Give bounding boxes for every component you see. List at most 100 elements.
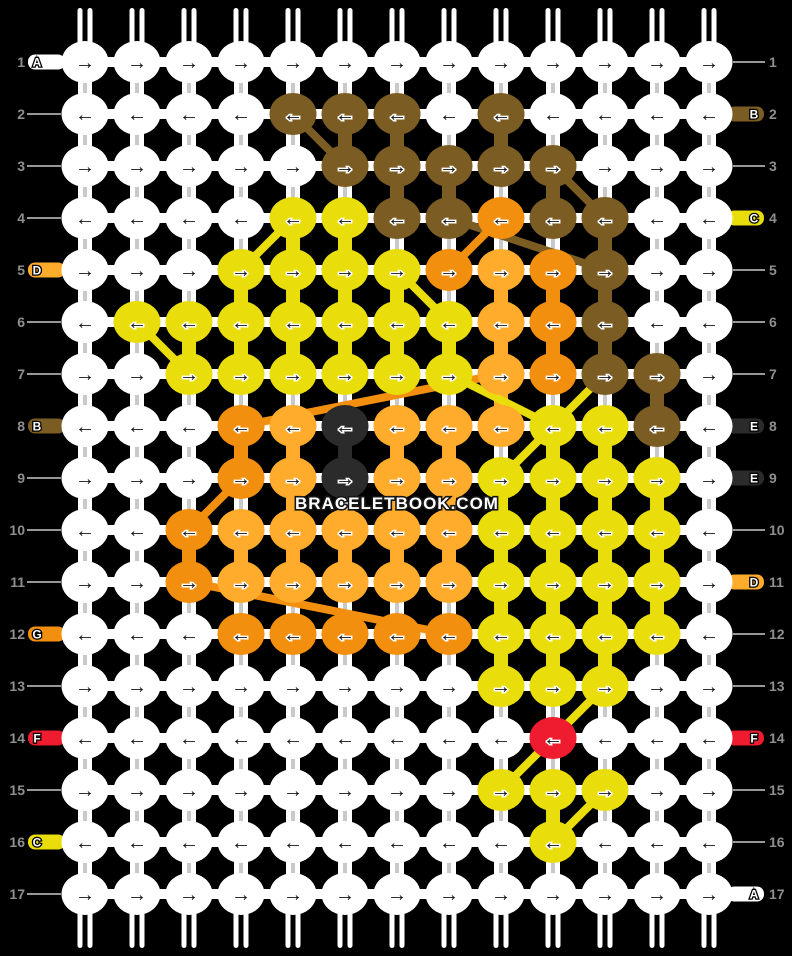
knot-r5-c2[interactable] [113,249,161,291]
knot-r7-c7[interactable] [373,353,421,395]
knot-r15-c8[interactable] [425,769,473,811]
knot-r16-c9[interactable] [477,821,525,863]
knot-r12-c10[interactable] [529,613,577,655]
knot-r15-c3[interactable] [165,769,213,811]
knot-r6-c7[interactable] [373,301,421,343]
knot-r17-c3[interactable] [165,873,213,915]
knot-r3-c10[interactable] [529,145,577,187]
knot-r13-c2[interactable] [113,665,161,707]
knot-r16-c8[interactable] [425,821,473,863]
knot-r4-c11[interactable] [581,197,629,239]
knot-r9-c12[interactable] [633,457,681,499]
knot-r3-c7[interactable] [373,145,421,187]
knot-r9-c7[interactable] [373,457,421,499]
knot-r7-c5[interactable] [269,353,317,395]
knot-r1-c6[interactable] [321,41,369,83]
knot-r17-c1[interactable] [61,873,109,915]
knot-r14-c12[interactable] [633,717,681,759]
knot-r5-c10[interactable] [529,249,577,291]
knot-r6-c11[interactable] [581,301,629,343]
knot-r15-c2[interactable] [113,769,161,811]
knot-r7-c6[interactable] [321,353,369,395]
knot-r8-c10[interactable] [529,405,577,447]
knot-r1-c2[interactable] [113,41,161,83]
knot-r9-c6[interactable] [321,457,369,499]
knot-r12-c11[interactable] [581,613,629,655]
knot-r10-c4[interactable] [217,509,265,551]
knot-r10-c13[interactable] [685,509,733,551]
knot-r12-c4[interactable] [217,613,265,655]
knot-r3-c6[interactable] [321,145,369,187]
knot-r11-c2[interactable] [113,561,161,603]
knot-r4-c4[interactable] [217,197,265,239]
knot-r5-c6[interactable] [321,249,369,291]
knot-r3-c5[interactable] [269,145,317,187]
knot-r13-c9[interactable] [477,665,525,707]
knot-r7-c9[interactable] [477,353,525,395]
knot-r4-c2[interactable] [113,197,161,239]
knot-r17-c7[interactable] [373,873,421,915]
knot-r11-c1[interactable] [61,561,109,603]
knot-r10-c12[interactable] [633,509,681,551]
knot-r6-c8[interactable] [425,301,473,343]
knot-r9-c4[interactable] [217,457,265,499]
knot-r12-c12[interactable] [633,613,681,655]
knot-r14-c11[interactable] [581,717,629,759]
knot-r10-c11[interactable] [581,509,629,551]
knot-r5-c3[interactable] [165,249,213,291]
knot-r10-c10[interactable] [529,509,577,551]
knot-r10-c5[interactable] [269,509,317,551]
knot-r1-c10[interactable] [529,41,577,83]
knot-r8-c3[interactable] [165,405,213,447]
knot-r15-c4[interactable] [217,769,265,811]
knot-r5-c13[interactable] [685,249,733,291]
knot-r11-c13[interactable] [685,561,733,603]
knot-r17-c8[interactable] [425,873,473,915]
knot-r14-c3[interactable] [165,717,213,759]
knot-r8-c7[interactable] [373,405,421,447]
knot-r9-c2[interactable] [113,457,161,499]
knot-r15-c12[interactable] [633,769,681,811]
knot-r14-c6[interactable] [321,717,369,759]
knot-r3-c4[interactable] [217,145,265,187]
knot-r16-c5[interactable] [269,821,317,863]
knot-r6-c1[interactable] [61,301,109,343]
knot-r4-c13[interactable] [685,197,733,239]
knot-r6-c12[interactable] [633,301,681,343]
knot-r8-c12[interactable] [633,405,681,447]
knot-r16-c4[interactable] [217,821,265,863]
knot-r2-c2[interactable] [113,93,161,135]
knot-r5-c1[interactable] [61,249,109,291]
knot-r4-c3[interactable] [165,197,213,239]
knot-r16-c12[interactable] [633,821,681,863]
knot-r11-c6[interactable] [321,561,369,603]
knot-r13-c8[interactable] [425,665,473,707]
knot-r5-c9[interactable] [477,249,525,291]
knot-r7-c12[interactable] [633,353,681,395]
knot-r9-c8[interactable] [425,457,473,499]
knot-r3-c3[interactable] [165,145,213,187]
knot-r12-c9[interactable] [477,613,525,655]
knot-r8-c8[interactable] [425,405,473,447]
knot-r17-c4[interactable] [217,873,265,915]
knot-r17-c6[interactable] [321,873,369,915]
knot-r1-c12[interactable] [633,41,681,83]
knot-r11-c4[interactable] [217,561,265,603]
knot-r1-c7[interactable] [373,41,421,83]
knot-r12-c6[interactable] [321,613,369,655]
knot-r6-c3[interactable] [165,301,213,343]
knot-r11-c3[interactable] [165,561,213,603]
knot-r7-c13[interactable] [685,353,733,395]
knot-r4-c9[interactable] [477,197,525,239]
knot-r9-c1[interactable] [61,457,109,499]
knot-r13-c6[interactable] [321,665,369,707]
knot-r9-c5[interactable] [269,457,317,499]
knot-r9-c13[interactable] [685,457,733,499]
knot-r10-c6[interactable] [321,509,369,551]
knot-r13-c5[interactable] [269,665,317,707]
knot-r10-c3[interactable] [165,509,213,551]
knot-r7-c1[interactable] [61,353,109,395]
knot-r16-c3[interactable] [165,821,213,863]
knot-r5-c4[interactable] [217,249,265,291]
knot-r3-c8[interactable] [425,145,473,187]
